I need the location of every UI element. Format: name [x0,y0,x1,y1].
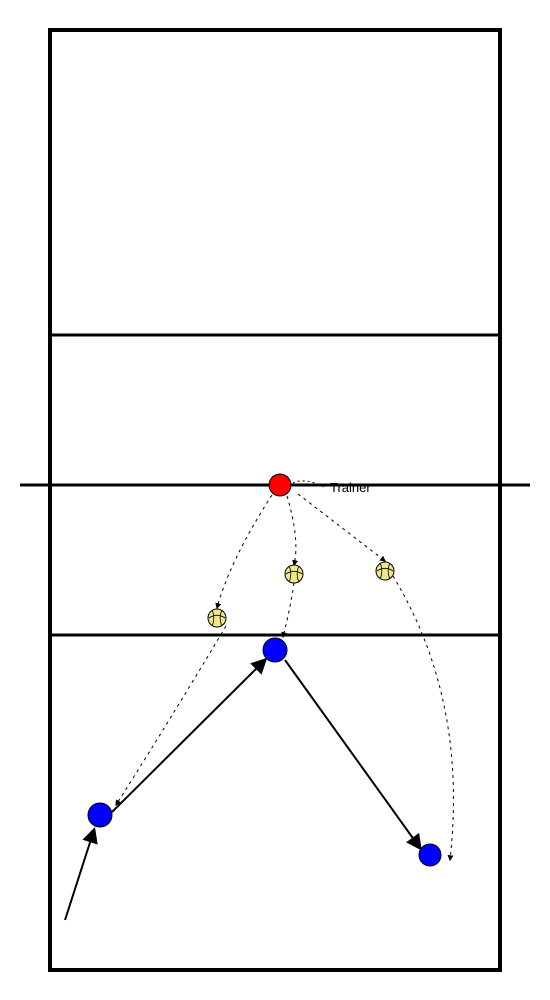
ball-path-5 [393,576,453,860]
movement-arrow-2 [285,660,420,848]
labels: Trainer [293,480,371,495]
trainer [269,474,291,496]
ball-path-0 [217,495,272,608]
volleyballs [208,562,394,627]
ball-path-4 [298,494,385,561]
trainer-label: Trainer [330,480,371,495]
trainer-marker [269,474,291,496]
players [88,638,441,866]
ball-path-2 [287,496,296,565]
movement-arrow-0 [65,830,94,920]
volleyball-2 [376,562,394,580]
movement-arrow-1 [112,660,265,812]
player-movement-arrows [65,660,420,920]
volleyball-drill-diagram: Trainer [0,0,550,1000]
court-boundary [50,30,500,970]
court [20,30,530,970]
ball-trajectories [116,494,453,860]
volleyball-0 [208,609,226,627]
player-0 [88,803,112,827]
player-2 [419,844,441,866]
ball-path-3 [283,583,294,637]
volleyball-1 [285,565,303,583]
player-1 [263,638,287,662]
